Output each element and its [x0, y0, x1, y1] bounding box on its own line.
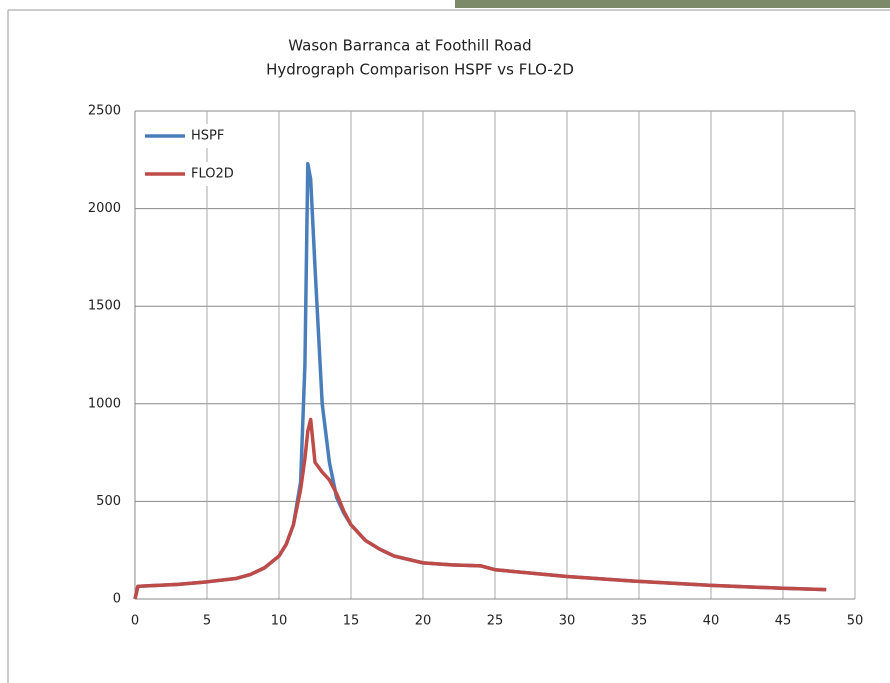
series-line	[133, 161, 827, 600]
y-tick-label: 2500	[88, 104, 121, 119]
y-tick-label: 1000	[88, 396, 121, 411]
photo-strip	[455, 0, 890, 8]
x-tick-label: 35	[631, 614, 648, 629]
legend-label: HSPF	[191, 129, 224, 144]
y-tick-label: 2000	[88, 201, 121, 216]
x-tick-label: 0	[131, 614, 139, 629]
x-tick-label: 40	[703, 614, 720, 629]
x-tick-label: 20	[415, 614, 432, 629]
x-tick-label: 10	[271, 614, 288, 629]
x-tick-label: 45	[775, 614, 792, 629]
chart-title: Wason Barranca at Foothill Road	[288, 37, 531, 55]
y-tick-label: 1500	[88, 299, 121, 314]
x-tick-label: 15	[343, 614, 360, 629]
x-tick-label: 5	[203, 614, 211, 629]
y-tick-label: 500	[96, 494, 121, 509]
x-tick-label: 25	[487, 614, 504, 629]
y-tick-label: 0	[113, 592, 121, 607]
chart-subtitle: Hydrograph Comparison HSPF vs FLO-2D	[266, 61, 574, 79]
x-tick-label: 50	[847, 614, 864, 629]
series-line	[133, 417, 827, 600]
legend-label: FLO2D	[191, 167, 234, 182]
x-tick-label: 30	[559, 614, 576, 629]
